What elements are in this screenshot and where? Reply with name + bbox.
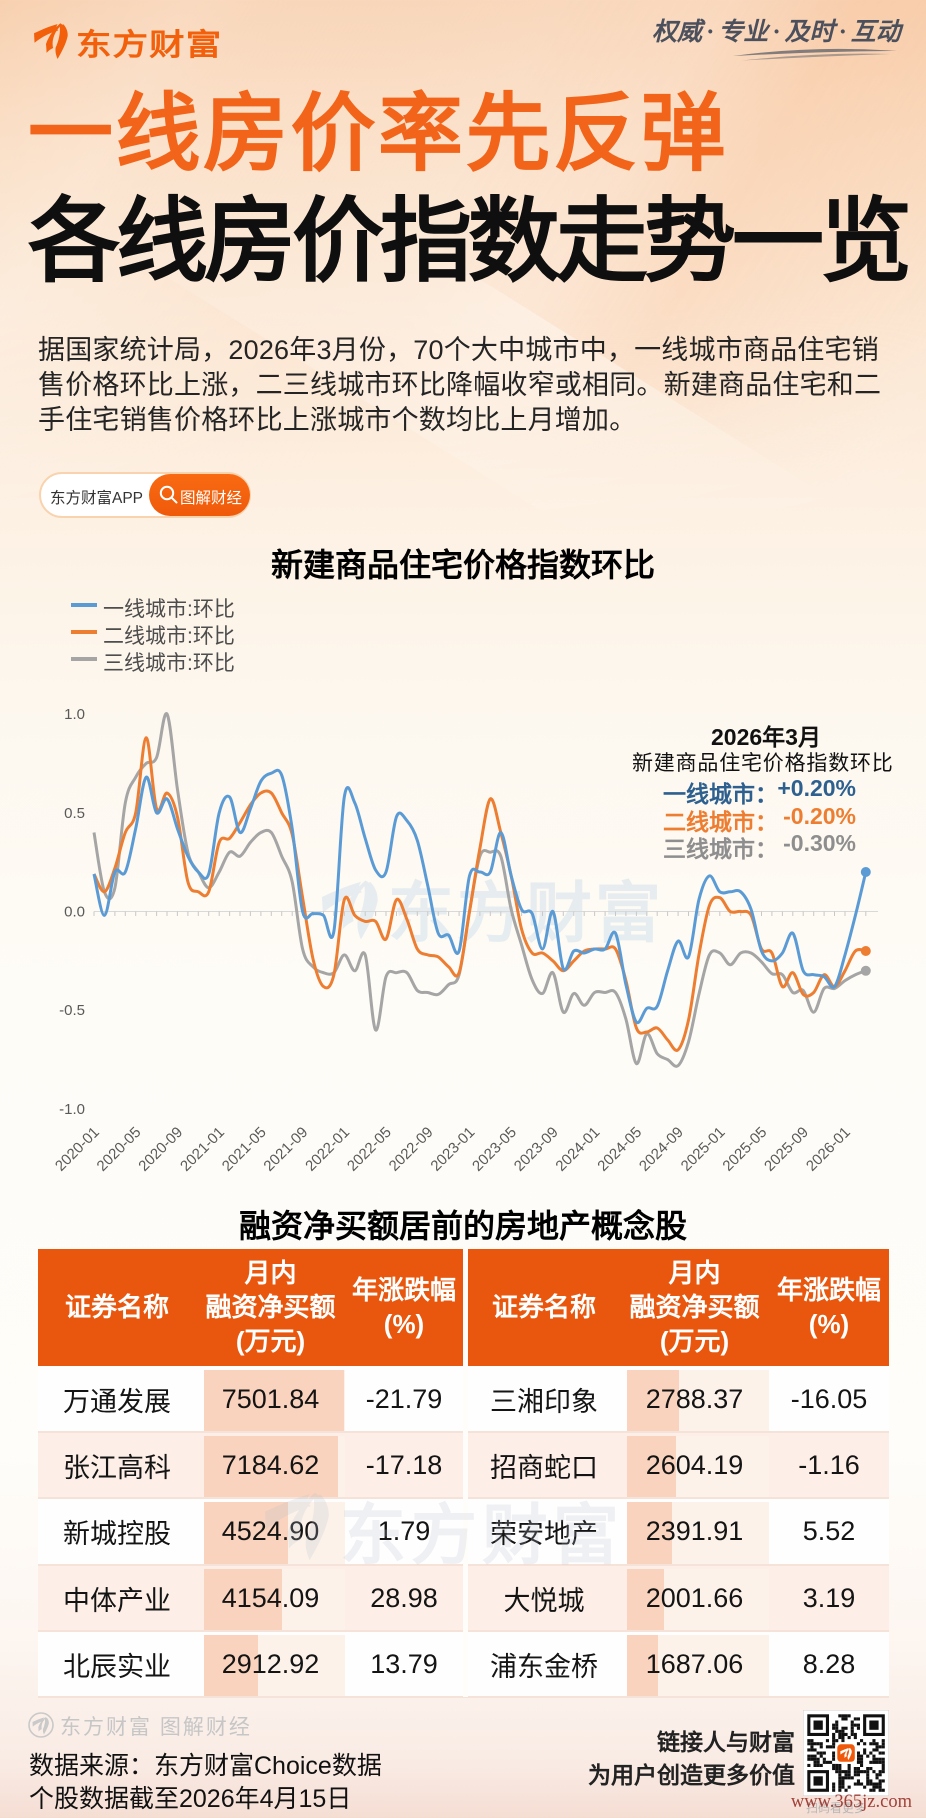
- svg-text:2026-01: 2026-01: [803, 1124, 854, 1175]
- svg-text:2025-05: 2025-05: [719, 1124, 770, 1175]
- svg-text:2024-05: 2024-05: [594, 1124, 645, 1175]
- svg-text:2022-01: 2022-01: [302, 1124, 353, 1175]
- svg-text:2024-01: 2024-01: [552, 1124, 603, 1175]
- svg-text:2025-09: 2025-09: [761, 1124, 812, 1175]
- svg-text:2023-05: 2023-05: [469, 1124, 520, 1175]
- svg-text:2024-09: 2024-09: [636, 1124, 687, 1175]
- svg-text:-1.0: -1.0: [59, 1101, 85, 1118]
- svg-text:2022-09: 2022-09: [386, 1124, 437, 1175]
- svg-text:2021-09: 2021-09: [260, 1124, 311, 1175]
- svg-text:2020-09: 2020-09: [135, 1124, 186, 1175]
- svg-text:2025-01: 2025-01: [678, 1124, 729, 1175]
- svg-text:-0.5: -0.5: [59, 1002, 85, 1019]
- svg-text:2021-05: 2021-05: [219, 1124, 270, 1175]
- svg-text:2022-05: 2022-05: [344, 1124, 395, 1175]
- svg-text:0.0: 0.0: [64, 904, 85, 921]
- svg-text:2021-01: 2021-01: [177, 1124, 228, 1175]
- svg-text:2020-05: 2020-05: [94, 1124, 145, 1175]
- svg-text:2023-01: 2023-01: [427, 1124, 478, 1175]
- svg-text:东方财富: 东方财富: [340, 1498, 624, 1572]
- svg-text:0.5: 0.5: [64, 805, 85, 822]
- svg-text:1.0: 1.0: [64, 706, 85, 723]
- svg-text:2023-09: 2023-09: [511, 1124, 562, 1175]
- svg-text:2020-01: 2020-01: [52, 1124, 103, 1175]
